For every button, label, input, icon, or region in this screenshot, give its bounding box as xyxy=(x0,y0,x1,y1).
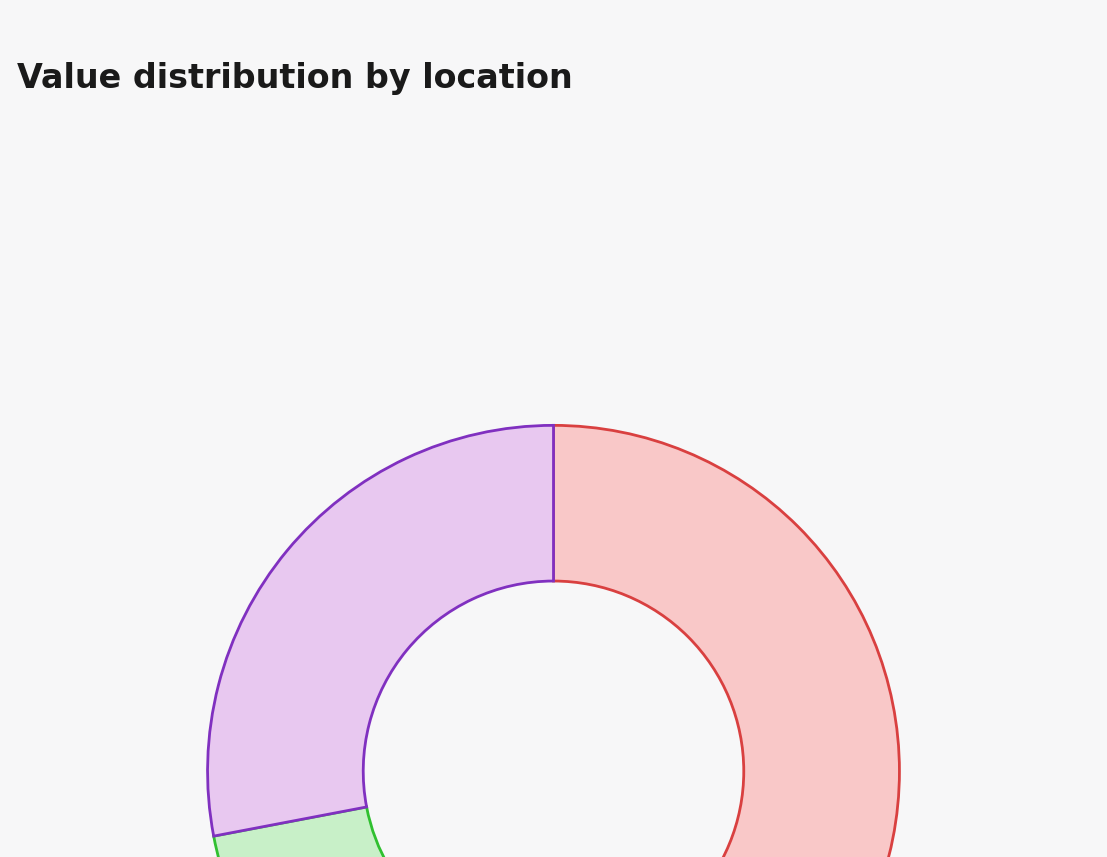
Wedge shape xyxy=(208,425,554,836)
Wedge shape xyxy=(554,425,899,857)
Wedge shape xyxy=(214,807,554,857)
Text: Value distribution by location: Value distribution by location xyxy=(18,62,573,95)
